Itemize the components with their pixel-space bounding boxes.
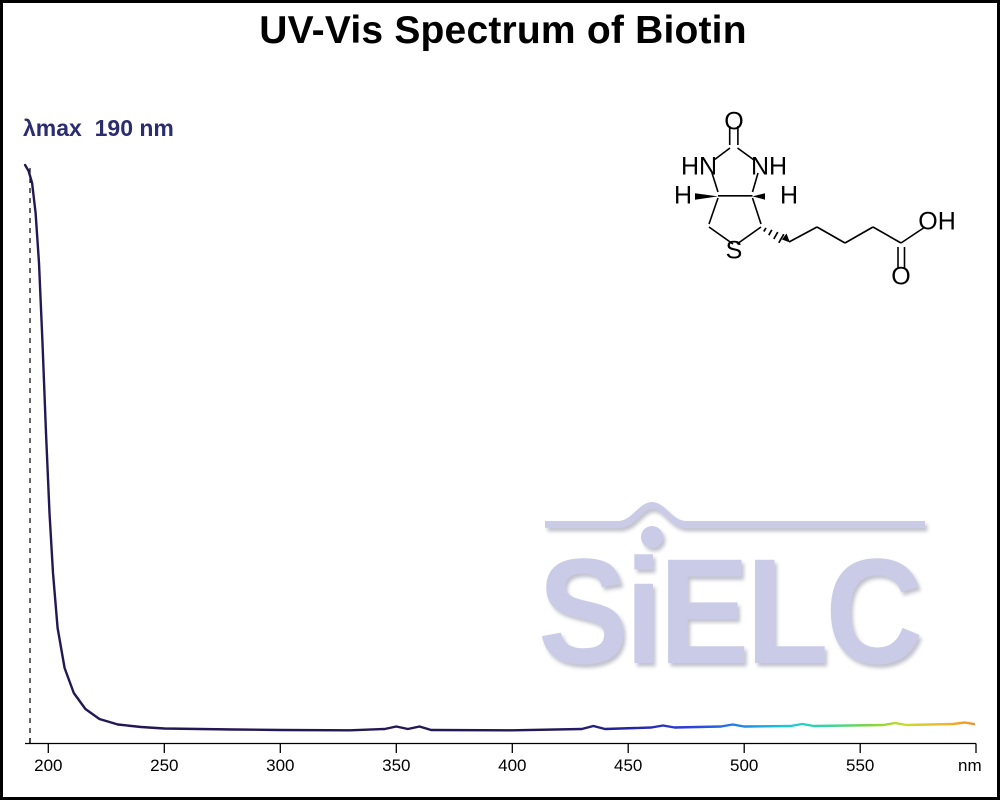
svg-text:SiELC: SiELC (538, 529, 920, 696)
